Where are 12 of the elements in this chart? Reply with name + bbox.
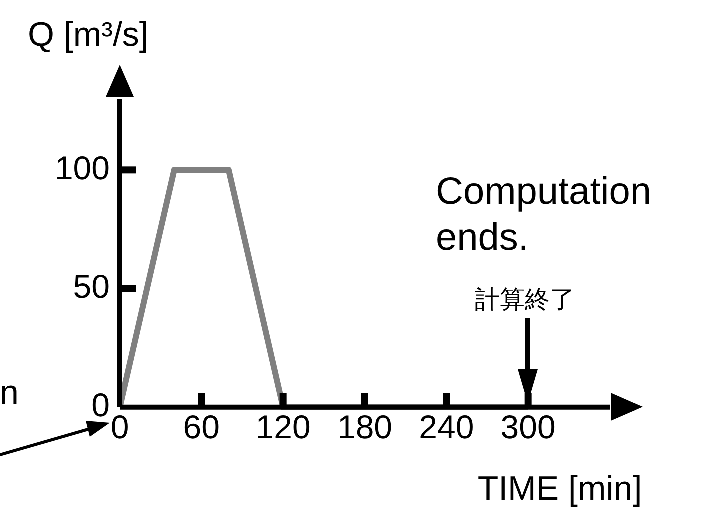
annotation: 計算終了	[475, 286, 575, 314]
x-tick-label: 120	[256, 408, 311, 446]
y-axis-title: Q [m³/s]	[28, 16, 149, 54]
y-tick-label: 100	[54, 149, 110, 186]
annotation: Computation ends.	[436, 171, 652, 259]
x-tick-label: 240	[419, 408, 474, 446]
x-axis-title: TIME [min]	[478, 470, 642, 508]
x-tick-label: 300	[500, 408, 556, 446]
x-tick-label: 60	[183, 408, 220, 446]
y-tick-label: 50	[73, 268, 110, 305]
x-tick-label: 180	[337, 408, 393, 446]
text: n	[0, 374, 19, 412]
